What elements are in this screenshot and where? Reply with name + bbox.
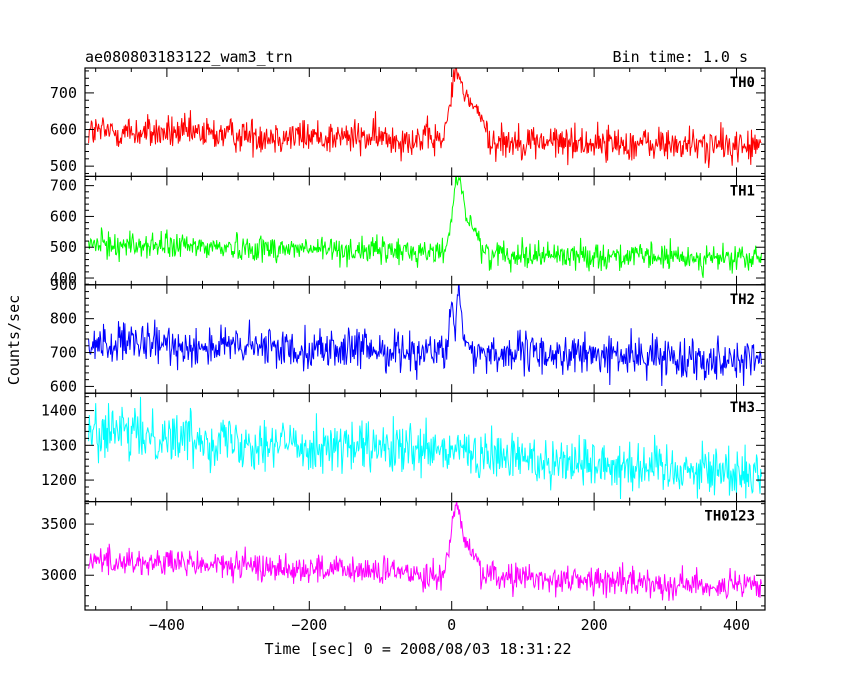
y-tick-label: 3000 [41,566,77,584]
y-tick-label: 500 [50,157,77,175]
panel-th0123: 3000 3500 TH0123 [41,501,766,611]
panel-th1: 400 500 600 700 TH1 [50,175,766,287]
x-tick-label: 0 [447,616,456,634]
x-axis-label: Time [sec] 0 = 2008/08/03 18:31:22 [264,640,571,658]
panel-frame [84,67,766,178]
panel-label: TH2 [730,292,755,308]
series-th0 [88,68,762,169]
y-tick-label: 3500 [41,515,77,533]
panel-th0: 500 600 700 TH0 [50,67,766,178]
y-tick-label: 400 [50,269,77,287]
y-tick-label: 700 [50,84,77,102]
y-tick-label: 900 [50,276,77,294]
panel-frame [84,501,766,611]
y-tick-label: 700 [50,344,77,362]
panel-label: TH3 [730,400,755,416]
y-tick-label: 1400 [41,402,77,420]
series-th0123 [88,501,762,601]
y-tick-label: 600 [50,207,77,225]
panel-label: TH0 [730,75,755,91]
panel-frame [84,175,766,286]
y-tick-label: 800 [50,310,77,328]
x-tick-labels: −400 −200 0 200 400 [149,616,750,634]
x-tick-label: 200 [581,616,608,634]
x-tick-label: −200 [291,616,327,634]
series-th3 [88,396,762,500]
y-axis-label: Counts/sec [5,295,23,385]
series-th2 [88,284,762,387]
series-th1 [88,176,762,278]
panel-th3: 1200 1300 1400 TH3 [41,392,766,503]
y-tick-label: 500 [50,238,77,256]
x-tick-label: 400 [723,616,750,634]
y-tick-label: 600 [50,377,77,395]
panel-label: TH0123 [704,509,755,525]
panel-th2: 600 700 800 900 TH2 [50,276,766,395]
y-tick-label: 1200 [41,471,77,489]
bin-time-label: Bin time: 1.0 s [613,48,748,66]
y-tick-label: 600 [50,121,77,139]
y-tick-label: 1300 [41,436,77,454]
panels-group: 500 600 700 TH0 400 500 600 700 TH1 600 700 800 900 T… [41,67,766,611]
y-tick-label: 700 [50,177,77,195]
panel-frame [84,284,766,394]
panel-label: TH1 [730,183,755,199]
x-tick-label: −400 [149,616,185,634]
chart-title: ae080803183122_wam3_trn [85,48,293,66]
